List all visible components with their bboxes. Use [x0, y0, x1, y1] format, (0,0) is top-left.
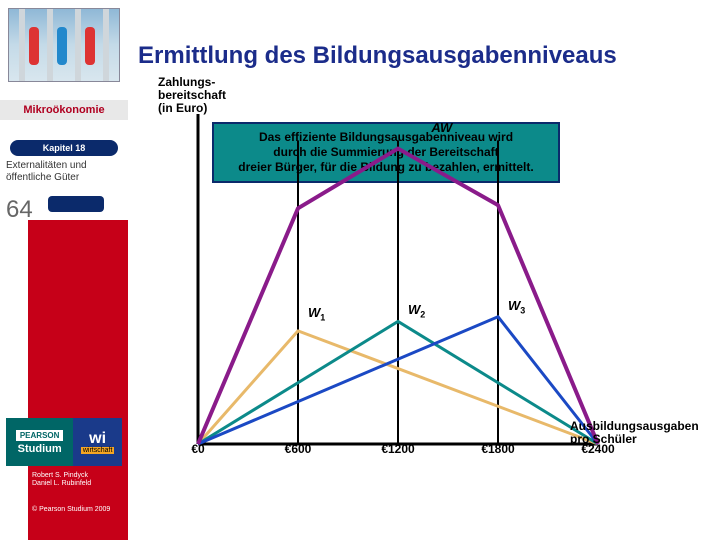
x-tick-label: €600 [285, 442, 312, 456]
subject-label: Mikroökonomie [0, 100, 128, 120]
line-chart [178, 104, 608, 456]
wi-text: wi [89, 431, 106, 447]
series-label: W3 [508, 298, 525, 316]
sidebar: Mikroökonomie Kapitel 18 Externalitäten … [0, 0, 128, 540]
chapter-title: Externalitäten und öffentliche Güter [6, 160, 122, 184]
copyright-text: © Pearson Studium 2009 [32, 506, 110, 513]
slide-title: Ermittlung des Bildungsausgabenniveaus [138, 42, 617, 70]
decorative-block [48, 196, 104, 212]
x-tick-label: €1800 [481, 442, 514, 456]
x-tick-label: €2400 [581, 442, 614, 456]
studium-text: Studium [18, 443, 62, 455]
thumbnail-image [8, 8, 120, 82]
wi-logo: wi wirtschaft [73, 418, 122, 466]
pearson-logo: PEARSON Studium [6, 418, 73, 466]
author-credits: Robert S. PindyckDaniel L. Rubinfeld [32, 472, 124, 489]
red-band [28, 220, 128, 540]
publisher-logos: PEARSON Studium wi wirtschaft [6, 418, 122, 466]
series-label: W2 [408, 302, 425, 320]
x-tick-label: €1200 [381, 442, 414, 456]
series-label: AW [431, 120, 452, 135]
wirtschaft-text: wirtschaft [81, 447, 115, 454]
main-content: Ermittlung des Bildungsausgabenniveaus Z… [138, 0, 720, 540]
pearson-text: PEARSON [16, 430, 64, 441]
series-label: W1 [308, 305, 325, 323]
chapter-pill: Kapitel 18 [10, 140, 118, 156]
x-tick-label: €0 [191, 442, 204, 456]
